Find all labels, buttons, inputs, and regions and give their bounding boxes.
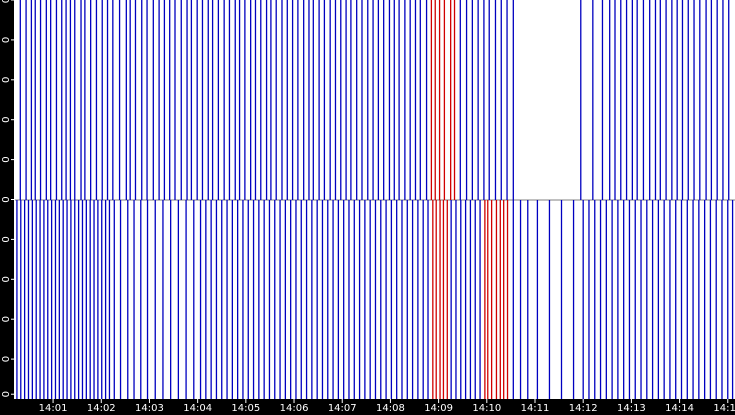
y-tick-label: 0 <box>1 236 12 242</box>
x-tick-label: 14:15 <box>713 403 735 414</box>
y-tick-label: 0 <box>1 196 12 202</box>
y-tick-label: 0 <box>1 37 12 43</box>
y-tick-label: 0 <box>1 391 12 397</box>
x-tick-label: 14:07 <box>328 403 357 414</box>
y-tick-label: 0 <box>1 356 12 362</box>
x-tick-label: 14:10 <box>472 403 501 414</box>
y-tick-label: 0 <box>1 0 12 3</box>
y-tick-label: 0 <box>1 117 12 123</box>
y-tick-label: 0 <box>1 156 12 162</box>
x-axis-strip <box>0 399 735 415</box>
x-tick-label: 14:03 <box>135 403 164 414</box>
y-tick-label: 0 <box>1 77 12 83</box>
y-tick-label: 0 <box>1 316 12 322</box>
y-axis-strip <box>0 0 14 415</box>
x-tick-label: 14:11 <box>521 403 550 414</box>
x-tick-label: 14:08 <box>376 403 405 414</box>
x-tick-label: 14:06 <box>280 403 309 414</box>
x-tick-label: 14:14 <box>665 403 694 414</box>
x-tick-label: 14:12 <box>569 403 598 414</box>
x-tick-label: 14:09 <box>424 403 453 414</box>
x-tick-label: 14:13 <box>617 403 646 414</box>
y-tick-label: 0 <box>1 276 12 282</box>
x-tick-label: 14:04 <box>183 403 212 414</box>
x-tick-label: 14:02 <box>87 403 116 414</box>
x-tick-label: 14:01 <box>39 403 68 414</box>
x-tick-label: 14:05 <box>231 403 260 414</box>
